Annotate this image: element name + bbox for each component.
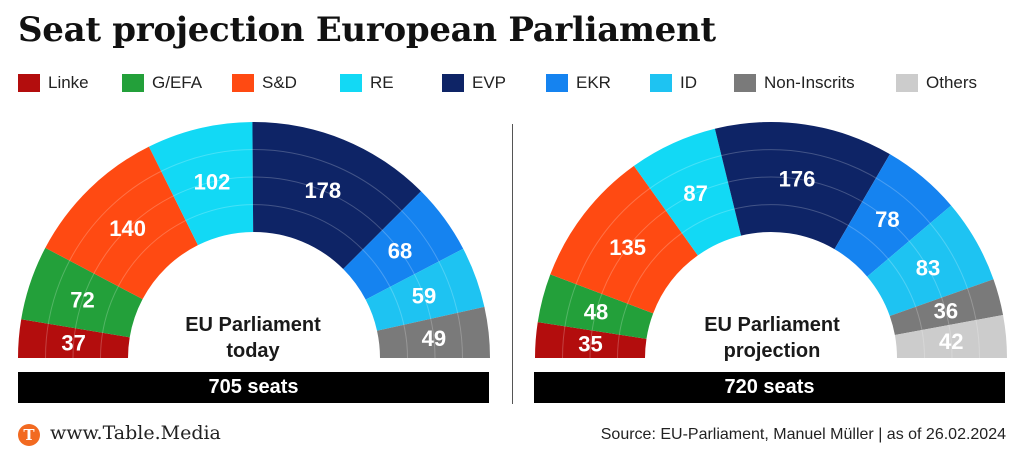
seat-segment-re — [633, 128, 742, 256]
legend-item-evp: EVP — [442, 72, 506, 94]
legend-label: Non-Inscrits — [764, 73, 855, 92]
legend-swatch — [122, 74, 144, 92]
data-label-g-efa: 48 — [584, 299, 608, 324]
legend-label: G/EFA — [152, 73, 203, 92]
hemicycle-ring — [72, 176, 436, 359]
center-label-line2: projection — [723, 340, 821, 362]
total-seats-bar-today: 705 seats — [18, 372, 489, 403]
seat-segment-linke — [535, 322, 647, 358]
legend-item-s-d: S&D — [232, 72, 297, 94]
legend-swatch — [232, 74, 254, 92]
legend-item-re: RE — [340, 72, 394, 94]
center-label-line2: today — [226, 340, 280, 362]
legend-label: RE — [370, 73, 394, 92]
hemicycle-ring — [562, 149, 980, 359]
seat-segment-g-efa — [21, 247, 143, 338]
data-label-linke: 35 — [578, 332, 602, 357]
data-label-id: 83 — [916, 255, 940, 280]
data-label-ekr: 68 — [388, 238, 412, 263]
seat-segment-ekr — [343, 191, 464, 300]
data-label-others: 42 — [939, 329, 963, 354]
data-label-evp: 178 — [304, 178, 341, 203]
data-label-re: 87 — [683, 181, 707, 206]
center-label-line1: EU Parliament — [704, 314, 840, 336]
legend-label: EVP — [472, 73, 507, 92]
legend-item-linke: Linke — [18, 72, 89, 94]
seat-segment-s-d — [45, 146, 198, 300]
seat-segment-g-efa — [537, 274, 654, 339]
legend-item-ekr: EKR — [546, 72, 611, 94]
seat-segment-evp — [714, 121, 890, 250]
data-label-evp: 176 — [779, 166, 816, 191]
legend-swatch — [18, 74, 40, 92]
chart-divider — [512, 124, 513, 404]
seat-segment-non-inscrits — [889, 279, 1004, 336]
total-seats-bar-projection: 720 seats — [534, 372, 1005, 403]
data-label-s-d: 140 — [109, 216, 146, 241]
legend-swatch — [340, 74, 362, 92]
legend: Linke G/EFA S&D RE EVP EKR ID Non-Inscrits Other… — [18, 72, 1008, 94]
hemicycle-1: 35 48 135 87 176 78 83 36 42 — [535, 121, 1007, 359]
legend-item-others: Others — [896, 72, 977, 94]
data-label-linke: 37 — [61, 331, 85, 356]
hemicycle-ring — [617, 204, 925, 359]
legend-item-id: ID — [650, 72, 697, 94]
data-label-g-efa: 72 — [70, 288, 94, 313]
legend-swatch — [442, 74, 464, 92]
table-media-logo-icon: T — [18, 424, 40, 446]
legend-swatch — [734, 74, 756, 92]
data-label-id: 59 — [412, 283, 436, 308]
seat-segment-s-d — [550, 165, 698, 314]
seat-segment-non-inscrits — [377, 306, 490, 358]
legend-label: EKR — [576, 73, 611, 92]
seat-segment-linke — [18, 319, 130, 358]
center-label-projection: EU Parliament projection — [672, 312, 872, 364]
legend-label: S&D — [262, 73, 297, 92]
footer-site-link[interactable]: www.Table.Media — [50, 422, 221, 444]
legend-item-g-efa: G/EFA — [122, 72, 202, 94]
data-label-s-d: 135 — [609, 235, 646, 260]
seat-segment-id — [365, 248, 485, 331]
legend-swatch — [546, 74, 568, 92]
chart-title: Seat projection European Parliament — [18, 10, 716, 50]
legend-label: Others — [926, 73, 978, 92]
seat-segment-evp — [252, 122, 422, 270]
legend-item-non-inscrits: Non-Inscrits — [734, 72, 855, 94]
seat-segment-re — [148, 122, 254, 246]
legend-label: ID — [680, 73, 697, 92]
data-label-re: 102 — [194, 169, 231, 194]
center-label-today: EU Parliament today — [153, 312, 353, 364]
hemicycle-ring — [45, 149, 463, 359]
hemicycle-ring — [100, 204, 408, 359]
center-label-line1: EU Parliament — [185, 314, 321, 336]
data-label-non-inscrits: 49 — [422, 326, 446, 351]
seat-segment-others — [894, 314, 1007, 358]
data-label-ekr: 78 — [875, 207, 899, 232]
legend-swatch — [650, 74, 672, 92]
seat-segment-ekr — [834, 154, 952, 277]
footer-source: Source: EU-Parliament, Manuel Müller | a… — [600, 426, 1006, 443]
data-label-non-inscrits: 36 — [934, 299, 958, 324]
legend-swatch — [896, 74, 918, 92]
hemicycle-ring — [589, 176, 953, 359]
legend-label: Linke — [48, 73, 89, 92]
seat-segment-id — [867, 205, 994, 316]
